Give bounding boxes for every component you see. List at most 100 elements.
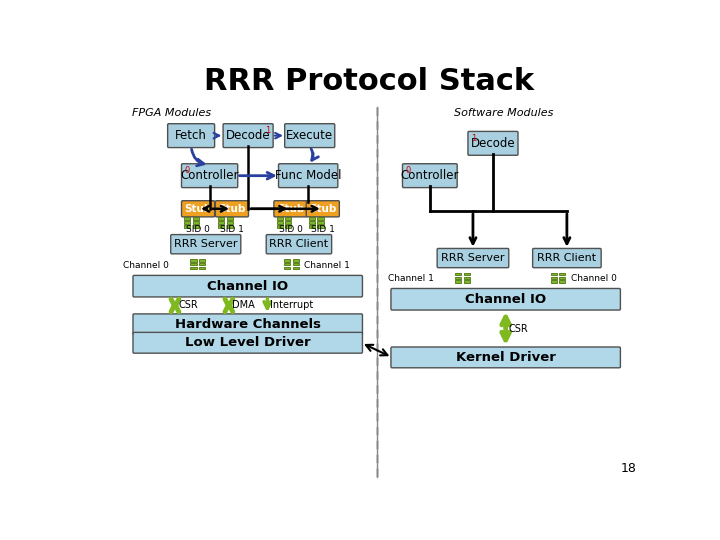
Bar (284, 259, 290, 261)
FancyBboxPatch shape (468, 131, 518, 156)
Text: 1: 1 (471, 134, 476, 143)
Text: CSR: CSR (178, 300, 198, 310)
Text: SID 1: SID 1 (311, 225, 335, 234)
FancyBboxPatch shape (133, 275, 362, 297)
Bar (551, 276, 557, 279)
Bar (193, 225, 199, 228)
Text: Decode: Decode (471, 137, 516, 150)
FancyBboxPatch shape (181, 201, 215, 217)
FancyBboxPatch shape (391, 288, 621, 310)
FancyBboxPatch shape (266, 234, 332, 254)
Bar (184, 221, 190, 224)
Bar (276, 217, 283, 220)
Text: Channel IO: Channel IO (207, 280, 288, 293)
Bar (309, 221, 315, 224)
Bar (309, 217, 315, 220)
FancyBboxPatch shape (223, 124, 273, 147)
Text: Stub: Stub (184, 204, 212, 214)
Bar (227, 221, 233, 224)
Bar (551, 273, 557, 275)
Text: 0: 0 (184, 166, 189, 176)
Bar (276, 225, 283, 228)
Bar (318, 217, 323, 220)
FancyBboxPatch shape (284, 124, 335, 147)
Bar (193, 217, 199, 220)
FancyBboxPatch shape (437, 248, 509, 268)
Text: CSR: CSR (509, 323, 528, 334)
Text: Software Modules: Software Modules (454, 109, 553, 118)
Bar (285, 225, 291, 228)
Bar (284, 262, 290, 265)
Bar (464, 273, 470, 275)
Bar (464, 276, 470, 279)
Text: Func Model: Func Model (275, 169, 341, 182)
Text: Channel 1: Channel 1 (305, 260, 350, 269)
Text: 18: 18 (621, 462, 637, 475)
Bar (285, 221, 291, 224)
Bar (293, 262, 299, 265)
FancyBboxPatch shape (402, 164, 457, 187)
Text: Decode: Decode (226, 129, 271, 142)
Bar (559, 273, 565, 275)
Text: RRR Client: RRR Client (537, 253, 596, 263)
Text: Channel IO: Channel IO (465, 293, 546, 306)
Text: Stub: Stub (276, 204, 304, 214)
Bar (184, 217, 190, 220)
Bar (218, 221, 224, 224)
Bar (218, 225, 224, 228)
Bar (455, 276, 462, 279)
Bar (309, 225, 315, 228)
Text: Channel 0: Channel 0 (123, 260, 168, 269)
FancyBboxPatch shape (391, 347, 621, 368)
Text: RRR Server: RRR Server (441, 253, 505, 263)
Text: Controller: Controller (400, 169, 459, 182)
Text: 1: 1 (265, 126, 271, 136)
Text: SID 0: SID 0 (186, 225, 210, 234)
FancyBboxPatch shape (133, 333, 362, 353)
FancyBboxPatch shape (279, 164, 338, 187)
Bar (559, 280, 565, 283)
Text: RRR Protocol Stack: RRR Protocol Stack (204, 68, 534, 96)
Text: RRR Client: RRR Client (269, 239, 328, 249)
FancyBboxPatch shape (215, 201, 248, 217)
Text: DMA: DMA (232, 300, 255, 310)
Bar (276, 221, 283, 224)
Text: SID 1: SID 1 (220, 225, 244, 234)
FancyBboxPatch shape (133, 314, 362, 335)
Bar (199, 267, 205, 269)
Text: Fetch: Fetch (175, 129, 207, 142)
Text: Kernel Driver: Kernel Driver (456, 351, 556, 364)
Text: FPGA Modules: FPGA Modules (132, 109, 211, 118)
FancyBboxPatch shape (274, 201, 307, 217)
Bar (284, 267, 290, 269)
FancyBboxPatch shape (533, 248, 601, 268)
Text: Hardware Channels: Hardware Channels (175, 318, 320, 331)
Bar (190, 259, 197, 261)
Bar (559, 276, 565, 279)
Text: Controller: Controller (181, 169, 239, 182)
Bar (218, 217, 224, 220)
FancyBboxPatch shape (171, 234, 240, 254)
Bar (184, 225, 190, 228)
Bar (293, 259, 299, 261)
FancyBboxPatch shape (181, 164, 238, 187)
Text: Execute: Execute (286, 129, 333, 142)
Text: Stub: Stub (218, 204, 246, 214)
FancyBboxPatch shape (306, 201, 339, 217)
Text: RRR Server: RRR Server (174, 239, 238, 249)
Bar (190, 267, 197, 269)
FancyBboxPatch shape (168, 124, 215, 147)
Bar (551, 280, 557, 283)
Bar (455, 273, 462, 275)
Text: Channel 0: Channel 0 (571, 274, 616, 284)
Text: SID 0: SID 0 (279, 225, 302, 234)
Text: Interrupt: Interrupt (271, 300, 314, 310)
Bar (318, 225, 323, 228)
Text: Low Level Driver: Low Level Driver (185, 336, 310, 349)
Bar (464, 280, 470, 283)
Bar (293, 267, 299, 269)
Bar (318, 221, 323, 224)
Bar (455, 280, 462, 283)
Bar (190, 262, 197, 265)
Bar (285, 217, 291, 220)
